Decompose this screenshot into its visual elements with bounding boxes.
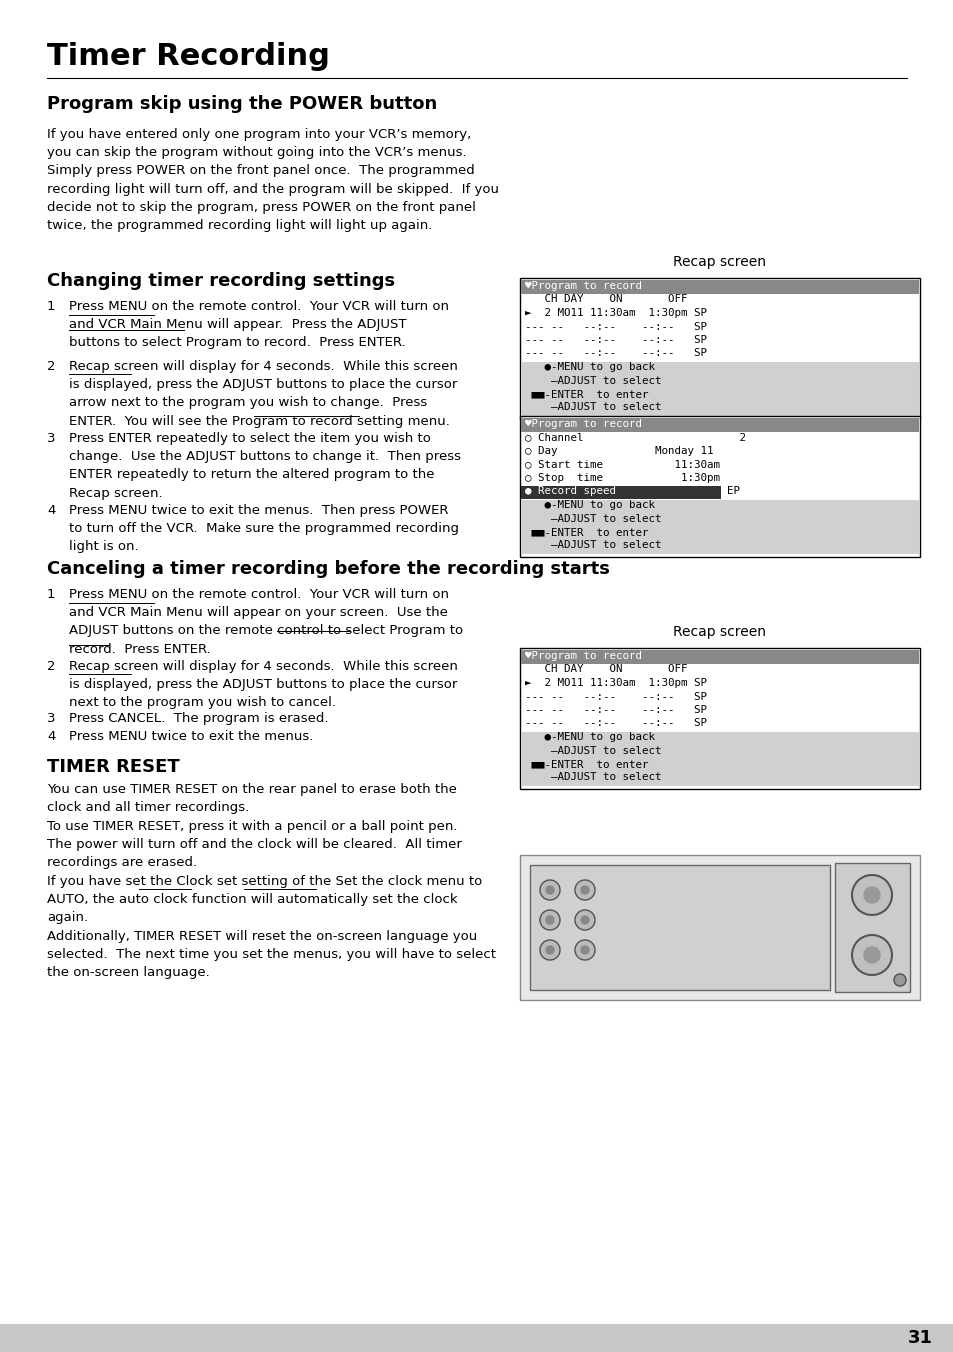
Text: ♥Program to record: ♥Program to record <box>524 652 641 661</box>
Text: Recap screen will display for 4 seconds.  While this screen
is displayed, press : Recap screen will display for 4 seconds.… <box>69 660 457 710</box>
Text: 2: 2 <box>47 360 55 373</box>
Text: CH DAY    ON       OFF: CH DAY ON OFF <box>524 295 687 304</box>
Text: To use TIMER RESET, press it with a pencil or a ball point pen.
The power will t: To use TIMER RESET, press it with a penc… <box>47 821 461 869</box>
Circle shape <box>575 910 595 930</box>
Circle shape <box>545 917 554 923</box>
Text: --- --   --:--    --:--   SP: --- -- --:-- --:-- SP <box>524 704 706 715</box>
Text: Recap screen: Recap screen <box>673 625 765 639</box>
Text: Timer Recording: Timer Recording <box>47 42 330 72</box>
Circle shape <box>851 875 891 915</box>
Text: 2: 2 <box>47 660 55 673</box>
Text: 3: 3 <box>47 713 55 725</box>
Text: 1: 1 <box>47 300 55 314</box>
Bar <box>0 1324 953 1352</box>
Text: 4: 4 <box>47 504 55 516</box>
Text: —ADJUST to select: —ADJUST to select <box>524 541 660 550</box>
Circle shape <box>539 910 559 930</box>
Text: 3: 3 <box>47 433 55 445</box>
Text: Additionally, TIMER RESET will reset the on-screen language you
selected.  The n: Additionally, TIMER RESET will reset the… <box>47 930 496 979</box>
Text: Recap screen will display for 4 seconds.  While this screen
is displayed, press : Recap screen will display for 4 seconds.… <box>69 360 457 427</box>
Text: ♥Program to record: ♥Program to record <box>524 281 641 291</box>
Circle shape <box>580 946 588 955</box>
Text: 31: 31 <box>906 1329 931 1347</box>
Text: If you have set the Clock set setting of the Set the clock menu to
AUTO, the aut: If you have set the Clock set setting of… <box>47 875 482 925</box>
Circle shape <box>863 946 879 963</box>
Text: ●-MENU to go back: ●-MENU to go back <box>524 731 655 742</box>
Bar <box>530 865 829 990</box>
Text: —ADJUST to select: —ADJUST to select <box>524 514 660 523</box>
Bar <box>519 416 919 557</box>
Bar <box>520 362 918 416</box>
Text: ►  2 MO11 11:30am  1:30pm SP: ► 2 MO11 11:30am 1:30pm SP <box>524 677 706 688</box>
Circle shape <box>851 936 891 975</box>
Bar <box>520 280 918 293</box>
Text: EP: EP <box>726 487 740 496</box>
Text: ○ Channel                        2: ○ Channel 2 <box>524 433 745 442</box>
Bar <box>834 863 909 992</box>
Text: ●-MENU to go back: ●-MENU to go back <box>524 500 655 510</box>
Bar <box>520 485 720 499</box>
Bar <box>519 279 919 419</box>
Bar <box>520 418 918 431</box>
Text: ●-MENU to go back: ●-MENU to go back <box>524 362 655 372</box>
Bar <box>519 854 919 1000</box>
Text: 4: 4 <box>47 730 55 744</box>
Circle shape <box>545 946 554 955</box>
Text: —ADJUST to select: —ADJUST to select <box>524 772 660 783</box>
Text: ♥Program to record: ♥Program to record <box>524 419 641 429</box>
Text: ● Record speed: ● Record speed <box>524 487 616 496</box>
Text: --- --   --:--    --:--   SP: --- -- --:-- --:-- SP <box>524 349 706 358</box>
Text: CH DAY    ON       OFF: CH DAY ON OFF <box>524 664 687 675</box>
Bar <box>519 648 919 790</box>
Text: —ADJUST to select: —ADJUST to select <box>524 745 660 756</box>
Text: —ADJUST to select: —ADJUST to select <box>524 403 660 412</box>
Text: Canceling a timer recording before the recording starts: Canceling a timer recording before the r… <box>47 560 609 579</box>
Text: ■■-ENTER  to enter: ■■-ENTER to enter <box>524 389 648 399</box>
Bar <box>520 731 918 786</box>
Text: You can use TIMER RESET on the rear panel to erase both the
clock and all timer : You can use TIMER RESET on the rear pane… <box>47 783 456 814</box>
Text: --- --   --:--    --:--   SP: --- -- --:-- --:-- SP <box>524 335 706 345</box>
Text: ►  2 MO11 11:30am  1:30pm SP: ► 2 MO11 11:30am 1:30pm SP <box>524 308 706 318</box>
Text: ○ Start time           11:30am: ○ Start time 11:30am <box>524 460 720 469</box>
Bar <box>520 650 918 664</box>
Text: If you have entered only one program into your VCR’s memory,
you can skip the pr: If you have entered only one program int… <box>47 128 498 233</box>
Circle shape <box>863 887 879 903</box>
Text: Press MENU twice to exit the menus.: Press MENU twice to exit the menus. <box>69 730 313 744</box>
Text: Press MENU on the remote control.  Your VCR will turn on
and VCR Main Menu will : Press MENU on the remote control. Your V… <box>69 300 449 349</box>
Text: TIMER RESET: TIMER RESET <box>47 758 179 776</box>
Text: Changing timer recording settings: Changing timer recording settings <box>47 272 395 289</box>
Text: ○ Stop  time            1:30pm: ○ Stop time 1:30pm <box>524 473 720 483</box>
Bar <box>520 500 918 554</box>
Text: ■■-ENTER  to enter: ■■-ENTER to enter <box>524 758 648 769</box>
Text: --- --   --:--    --:--   SP: --- -- --:-- --:-- SP <box>524 718 706 729</box>
Circle shape <box>545 886 554 894</box>
Text: Press ENTER repeatedly to select the item you wish to
change.  Use the ADJUST bu: Press ENTER repeatedly to select the ite… <box>69 433 460 500</box>
Text: --- --   --:--    --:--   SP: --- -- --:-- --:-- SP <box>524 322 706 331</box>
Circle shape <box>575 940 595 960</box>
Text: —ADJUST to select: —ADJUST to select <box>524 376 660 385</box>
Text: Press MENU on the remote control.  Your VCR will turn on
and VCR Main Menu will : Press MENU on the remote control. Your V… <box>69 588 462 656</box>
Circle shape <box>539 880 559 900</box>
Text: ■■-ENTER  to enter: ■■-ENTER to enter <box>524 527 648 537</box>
Text: 1: 1 <box>47 588 55 602</box>
Circle shape <box>580 886 588 894</box>
Text: Program skip using the POWER button: Program skip using the POWER button <box>47 95 436 114</box>
Circle shape <box>893 973 905 986</box>
Text: --- --   --:--    --:--   SP: --- -- --:-- --:-- SP <box>524 691 706 702</box>
Circle shape <box>580 917 588 923</box>
Circle shape <box>575 880 595 900</box>
Text: Recap screen: Recap screen <box>673 256 765 269</box>
Circle shape <box>539 940 559 960</box>
Text: Press MENU twice to exit the menus.  Then press POWER
to turn off the VCR.  Make: Press MENU twice to exit the menus. Then… <box>69 504 458 553</box>
Text: Press CANCEL.  The program is erased.: Press CANCEL. The program is erased. <box>69 713 328 725</box>
Text: ○ Day               Monday 11: ○ Day Monday 11 <box>524 446 713 456</box>
